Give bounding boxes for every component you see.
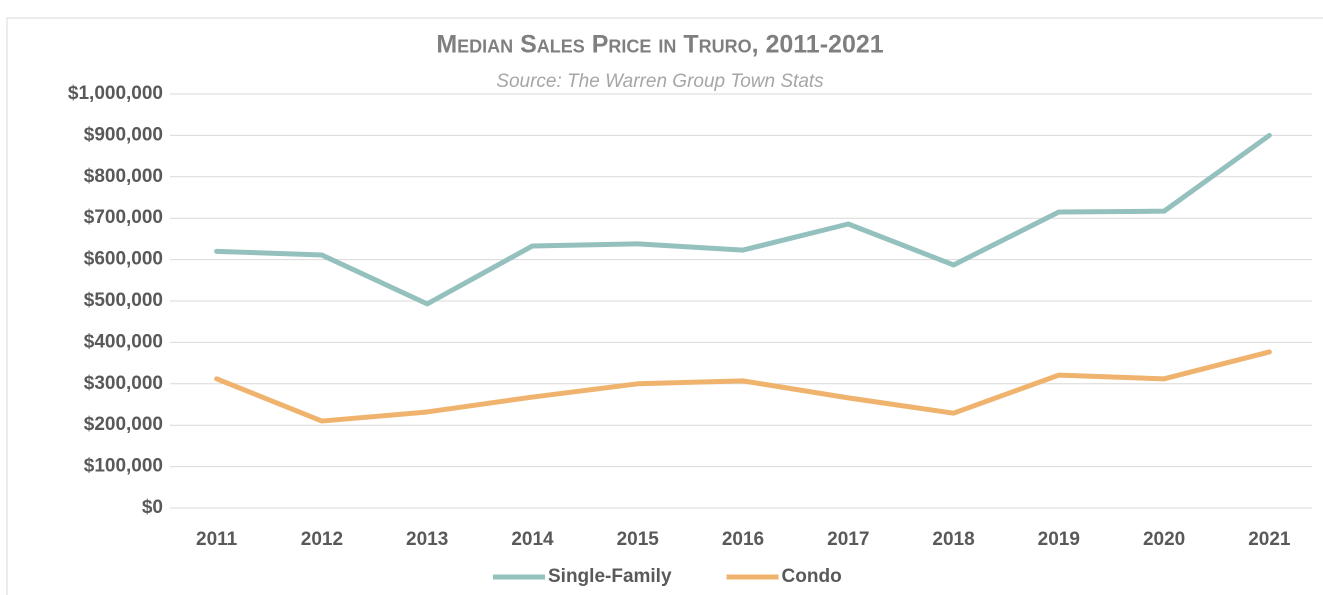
- x-tick-label: 2012: [301, 529, 343, 550]
- x-tick-label: 2014: [511, 529, 554, 550]
- x-tick-label: 2017: [827, 529, 869, 550]
- y-tick-label: $800,000: [84, 166, 163, 187]
- x-tick-label: 2016: [722, 529, 764, 550]
- chart-title: Median Sales Price in Truro, 2011-2021: [436, 31, 883, 59]
- y-tick-label: $100,000: [84, 456, 163, 477]
- y-tick-label: $1,000,000: [68, 83, 163, 104]
- x-tick-label: 2019: [1038, 529, 1080, 550]
- y-tick-label: $200,000: [84, 414, 163, 435]
- x-tick-label: 2015: [617, 529, 660, 550]
- legend-label: Single-Family: [548, 566, 672, 587]
- y-tick-label: $700,000: [84, 207, 163, 228]
- x-tick-label: 2018: [932, 529, 974, 550]
- y-tick-label: $600,000: [84, 249, 163, 270]
- line-series: [214, 132, 1272, 307]
- chart-frame: [6, 17, 1323, 595]
- x-tick-label: 2011: [196, 529, 238, 550]
- y-tick-label: $0: [142, 497, 163, 518]
- legend-label: Condo: [782, 566, 842, 587]
- y-tick-label: $900,000: [84, 124, 163, 145]
- x-tick-label: 2021: [1248, 529, 1291, 550]
- line-series: [214, 349, 1272, 424]
- y-tick-label: $500,000: [84, 290, 163, 311]
- chart-subtitle: Source: The Warren Group Town Stats: [496, 71, 824, 92]
- x-tick-label: 2020: [1143, 529, 1185, 550]
- y-tick-label: $400,000: [84, 331, 163, 352]
- x-tick-label: 2013: [406, 529, 448, 550]
- y-tick-label: $300,000: [84, 373, 163, 394]
